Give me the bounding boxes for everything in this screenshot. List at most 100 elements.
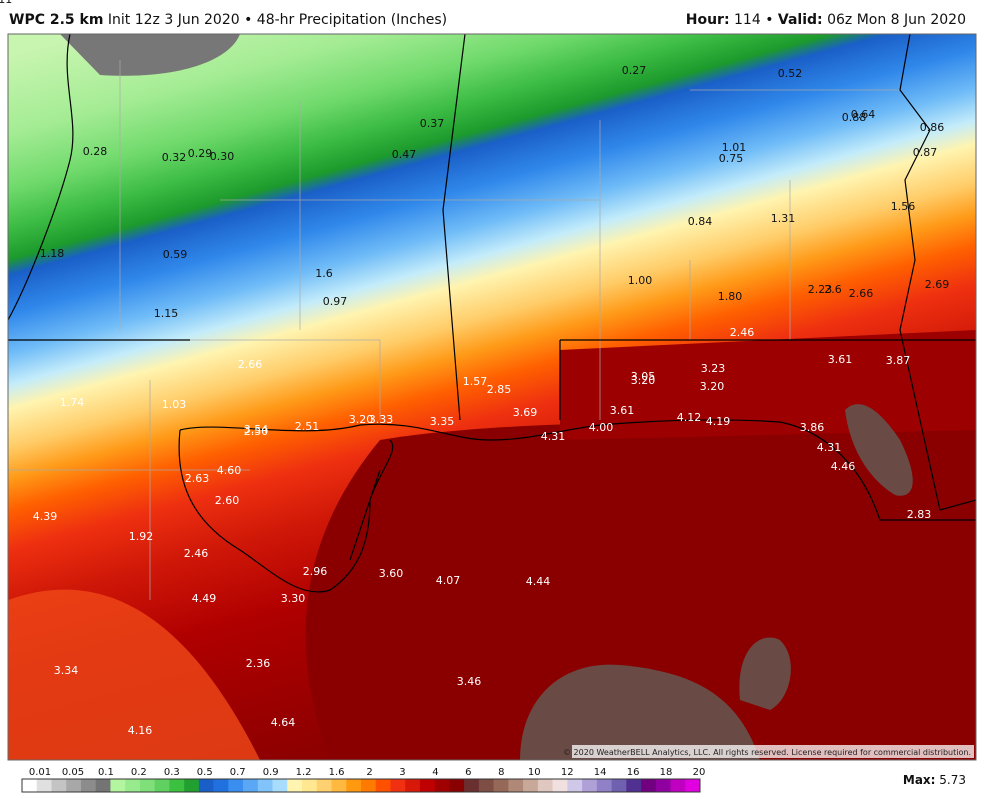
- colorbar-swatch: [419, 779, 435, 792]
- colorbar-tick-label: 1.2: [296, 767, 312, 778]
- map-value-label: 0.52: [778, 67, 803, 80]
- map-value-label: 1.56: [891, 200, 916, 213]
- map-value-label: 2.60: [215, 494, 240, 507]
- map-value-label: 3.34: [54, 664, 79, 677]
- map-value-label: 0.87: [913, 146, 938, 159]
- map-value-label: 4.00: [589, 421, 614, 434]
- map-value-label: 3.86: [800, 421, 825, 434]
- colorbar-swatch: [449, 779, 465, 792]
- colorbar-swatch: [198, 779, 214, 792]
- colorbar-swatch: [243, 779, 259, 792]
- map-value-label: 0.28: [83, 145, 108, 158]
- map-value-label: 2.50: [244, 425, 269, 438]
- map-value-label: 0.86: [920, 121, 945, 134]
- map-frame: [7, 33, 977, 761]
- map-value-label: 1.74: [60, 396, 85, 409]
- colorbar-swatch: [346, 779, 362, 792]
- map-value-label: 3.05: [631, 370, 656, 383]
- map-value-label: 2.66: [238, 358, 263, 371]
- colorbar-swatch: [611, 779, 627, 792]
- map-value-label: 3.33: [369, 413, 394, 426]
- colorbar-swatch: [302, 779, 318, 792]
- colorbar-swatch: [552, 779, 568, 792]
- map-value-label: 1.31: [771, 212, 796, 225]
- map-labels: 0.28 0.32 0.290.30 0.37 0.47 0.27 0.52 0.640.88…: [0, 0, 950, 688]
- map-value-label: 2.63: [185, 472, 210, 485]
- colorbar-tick-label: 6: [465, 767, 471, 778]
- map-value-label: 0.84: [688, 215, 713, 228]
- map-value-label: 0.59: [163, 248, 188, 261]
- map-value-label: 0.32: [162, 151, 187, 164]
- map-value-label: 0.75: [719, 152, 744, 165]
- colorbar-tick-label: 18: [660, 767, 673, 778]
- map-value-label: 2.85: [487, 383, 512, 396]
- colorbar-frame: [21, 778, 701, 793]
- colorbar-swatch: [272, 779, 288, 792]
- colorbar-swatch: [125, 779, 141, 792]
- colorbar-swatch: [434, 779, 450, 792]
- map-value-label: 1.6: [315, 267, 333, 280]
- colorbar-swatch: [375, 779, 391, 792]
- hour-key: Hour:: [685, 12, 730, 28]
- colorbar-swatch: [257, 779, 273, 792]
- map-value-label: 4.31: [541, 430, 566, 443]
- map-value-label: 3.46: [457, 675, 482, 688]
- max-key: Max:: [903, 773, 936, 787]
- colorbar-swatch: [154, 779, 170, 792]
- colorbar-swatch: [567, 779, 583, 792]
- colorbar-tick-label: 0.01: [29, 767, 51, 778]
- header-left: WPC 2.5 km Init 12z 3 Jun 2020 • 48-hr P…: [9, 12, 447, 28]
- copyright-bg: [572, 745, 974, 758]
- map-value-label: 3.20: [631, 374, 656, 387]
- map-value-label: 0.47: [392, 148, 417, 161]
- map-value-label: 2.83: [907, 508, 932, 521]
- max-value: Max: 5.73: [903, 773, 966, 787]
- map-value-label: 1.03: [162, 398, 187, 411]
- colorbar: 0.01 0.05 0.1 0.2 0.3 0.5 0.7 0.9 1.2 1.6 2 3 4 6 8 10 1…: [21, 767, 705, 793]
- colorbar-swatch: [22, 779, 38, 792]
- map-value-label: 4.39: [33, 510, 58, 523]
- colorbar-tick-label: 4: [432, 767, 438, 778]
- map-value-label: 2.96: [303, 565, 328, 578]
- map-field: [8, 34, 976, 760]
- colorbar-swatch: [523, 779, 539, 792]
- map-value-label: 3.20: [700, 380, 725, 393]
- colorbar-swatch: [36, 779, 52, 792]
- map-value-label: 1.57: [463, 375, 488, 388]
- map-value-label: 3.61: [610, 404, 635, 417]
- map-value-label: 0.27: [622, 64, 647, 77]
- colorbar-tick-label: 0.7: [230, 767, 246, 778]
- colorbar-tick-label: 0.9: [263, 767, 279, 778]
- model-name: WPC 2.5 km: [9, 12, 104, 28]
- valid-value: 06z Mon 8 Jun 2020: [827, 12, 966, 28]
- colorbar-tick-label: 10: [528, 767, 541, 778]
- max-number: 5.73: [939, 773, 966, 787]
- map-value-label: 4.31: [817, 441, 842, 454]
- colorbar-tick-label: 16: [627, 767, 640, 778]
- header-right: Hour: 114 • Valid: 06z Mon 8 Jun 2020: [686, 12, 966, 28]
- map-value-label: 0.88: [842, 111, 867, 124]
- map-value-label: 0.97: [323, 295, 348, 308]
- colorbar-swatch: [478, 779, 494, 792]
- colorbar-swatch: [508, 779, 524, 792]
- colorbar-swatch: [596, 779, 612, 792]
- map-value-label: 1.80: [718, 290, 743, 303]
- map-value-label: 4.12: [677, 411, 702, 424]
- colorbar-tick-label: 0.3: [164, 767, 180, 778]
- map-value-label: 2.66: [849, 287, 874, 300]
- header-desc: Init 12z 3 Jun 2020 • 48-hr Precipitatio…: [107, 12, 448, 28]
- map-value-label: 2.51: [295, 420, 320, 433]
- map-value-label: 1.00: [628, 274, 653, 287]
- map-value-label: 2.46: [184, 547, 209, 560]
- map-value-label: 3.61: [828, 353, 853, 366]
- colorbar-swatch: [655, 779, 671, 792]
- map-value-label: 1.18: [40, 247, 65, 260]
- map-value-label: 0.30: [210, 150, 235, 163]
- map-value-label: 4.49: [192, 592, 217, 605]
- colorbar-swatch: [316, 779, 332, 792]
- map-value-label: 4.07: [436, 574, 461, 587]
- colorbar-swatch: [51, 779, 67, 792]
- colorbar-swatch: [110, 779, 126, 792]
